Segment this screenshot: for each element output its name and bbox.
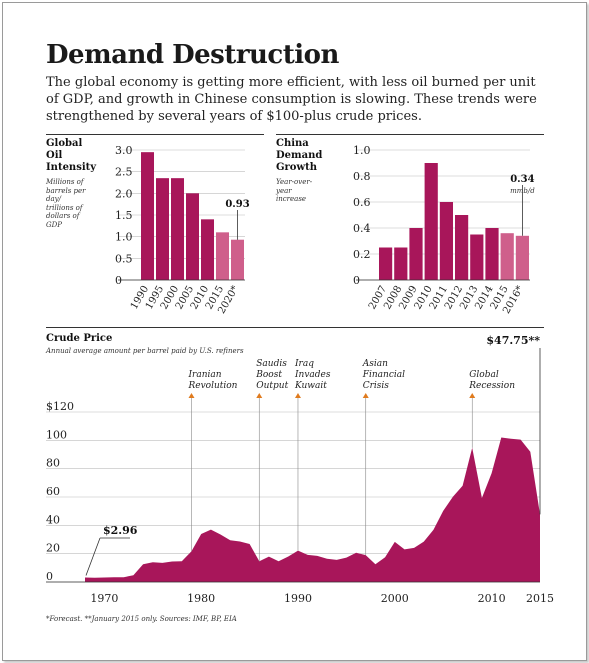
crude-event-marker: [362, 393, 369, 398]
crude-ytick-label: 60: [46, 485, 60, 498]
china-growth-bar: [379, 247, 393, 280]
crude-event-label: Iraq Invades Kuwait: [294, 359, 331, 391]
chart3-top-rule: [46, 327, 544, 328]
crude-ytick-label: $120: [46, 400, 74, 413]
crude-ytick-label: 80: [46, 457, 60, 470]
oil-intensity-bar: [201, 219, 214, 280]
crude-xtick-label: 1990: [284, 592, 312, 605]
china-growth-bar: [485, 228, 499, 280]
crude-xtick-label: 2015: [526, 592, 554, 605]
crude-start-callout-line: [85, 537, 101, 576]
oil-intensity-callout-value: 0.93: [225, 199, 249, 210]
crude-event-marker: [469, 393, 476, 398]
crude-ytick-label: 20: [46, 542, 60, 555]
china-growth-callout-unit: mmb/d: [510, 187, 535, 195]
oil-intensity-chart: 00.51.01.52.02.53.0199019952000200520102…: [115, 144, 250, 316]
oil-intensity-ytick-label: 0: [115, 274, 122, 287]
crude-event-label: Iranian Revolution: [187, 370, 237, 391]
chart2-title: China Demand Growth: [276, 138, 323, 173]
crude-xtick-label: 1970: [90, 592, 118, 605]
oil-intensity-bar: [231, 239, 244, 280]
china-growth-bar: [455, 215, 469, 280]
china-growth-ytick-label: 0.2: [353, 248, 371, 261]
crude-event-label: Saudis Boost Output: [255, 359, 288, 391]
crude-ytick-label: 40: [46, 513, 60, 526]
crude-xtick-label: 2010: [478, 592, 506, 605]
crude-event-marker: [188, 393, 195, 398]
crude-ytick-label: 100: [46, 428, 67, 441]
chart1-top-rule: [46, 134, 264, 135]
oil-intensity-ytick-label: 2.0: [115, 187, 133, 200]
chart3-title: Crude Price: [46, 333, 113, 344]
headline: Demand Destruction: [46, 40, 339, 70]
oil-intensity-ytick-label: 1.5: [115, 209, 133, 222]
china-growth-ytick-label: 0: [353, 274, 360, 287]
oil-intensity-bar: [186, 193, 199, 280]
crude-event-label: Global Recession: [468, 370, 515, 391]
crude-xtick-label: 1980: [187, 592, 215, 605]
china-growth-bar: [515, 235, 529, 280]
crude-event-marker: [294, 393, 301, 398]
crude-xtick-label: 2000: [381, 592, 409, 605]
crude-start-callout: $2.96: [103, 524, 138, 537]
oil-intensity-bar: [141, 152, 154, 280]
crude-price-area: [85, 437, 540, 582]
subhead: The global economy is getting more effic…: [46, 75, 537, 124]
china-growth-bar: [500, 233, 514, 280]
china-growth-bar: [439, 202, 453, 280]
crude-price-chart: 0 20 40 60 80 100 $120 1970 1980 1990 2000 2010 2015…: [46, 334, 554, 605]
china-growth-ytick-label: 0.4: [353, 222, 371, 235]
chart1-title: Global Oil Intensity: [46, 138, 97, 173]
china-growth-ytick-label: 0.8: [353, 170, 371, 183]
crude-event-label: Asian Financial Crisis: [362, 359, 405, 391]
china-growth-callout-value: 0.34: [510, 174, 534, 185]
oil-intensity-ytick-label: 2.5: [115, 166, 133, 179]
oil-intensity-ytick-label: 0.5: [115, 252, 133, 265]
chart1-ylabel: Millions of barrels per day/ trillions o…: [46, 178, 86, 229]
china-growth-ytick-label: 0.6: [353, 196, 371, 209]
chart2-ylabel: Year-over-year increase: [276, 178, 313, 203]
crude-event-marker: [256, 393, 263, 398]
chart3-subtitle: Annual average amount per barrel paid by…: [46, 347, 244, 355]
crude-end-callout: $47.75**: [486, 334, 540, 347]
china-growth-bar: [470, 234, 484, 280]
china-growth-bar: [409, 228, 423, 280]
oil-intensity-ytick-label: 3.0: [115, 144, 133, 157]
footnote: *Forecast. **January 2015 only. Sources:…: [46, 615, 237, 623]
oil-intensity-ytick-label: 1.0: [115, 231, 133, 244]
china-demand-chart: 00.20.40.60.81.0200720082009201020112012…: [353, 144, 535, 316]
china-growth-ytick-label: 1.0: [353, 144, 371, 157]
china-growth-bar: [394, 247, 408, 280]
chart2-top-rule: [276, 134, 544, 135]
china-growth-bar: [424, 163, 438, 280]
crude-ytick-label: 0: [46, 570, 53, 583]
oil-intensity-bar: [171, 178, 184, 280]
oil-intensity-bar: [156, 178, 169, 280]
oil-intensity-bar: [216, 232, 229, 280]
